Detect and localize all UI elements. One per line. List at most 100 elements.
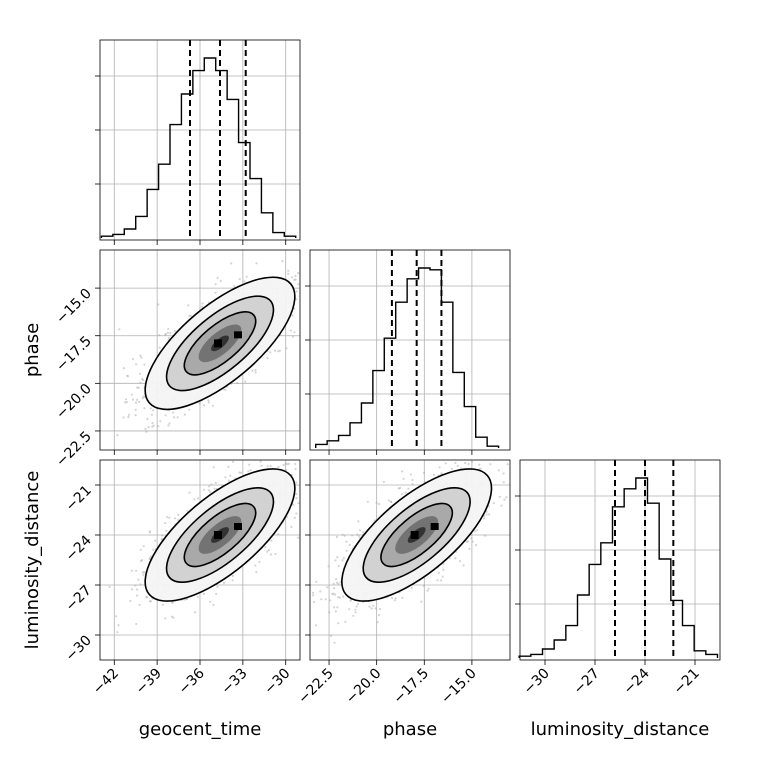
scatter-point (230, 262, 233, 265)
scatter-point (152, 548, 155, 551)
scatter-point (202, 404, 206, 407)
scatter-point (145, 596, 148, 599)
density-contour-line (341, 468, 493, 602)
density-contour-line (144, 276, 296, 411)
scatter-point (139, 354, 142, 357)
scatter-point (142, 573, 145, 576)
scatter-point (485, 513, 488, 516)
scatter-point (158, 334, 161, 337)
scatter-point (174, 517, 177, 520)
scatter-point (134, 401, 138, 404)
scatter-point (254, 564, 257, 567)
density-contour-line (165, 295, 275, 392)
scatter-point (266, 357, 269, 360)
scatter-point (334, 593, 337, 596)
scatter-point (167, 336, 170, 339)
scatter-point (492, 502, 495, 505)
scatter-point (189, 314, 192, 317)
scatter-point (219, 279, 222, 283)
scatter-point (270, 539, 273, 542)
scatter-point (135, 622, 138, 626)
scatter-point (337, 596, 340, 599)
density-contour-line (165, 487, 275, 583)
scatter-point (502, 472, 505, 475)
scatter-point (164, 617, 167, 620)
scatter-point (372, 604, 375, 607)
scatter-point (232, 460, 235, 463)
scatter-point (165, 529, 168, 532)
scatter-point (344, 620, 347, 623)
scatter-point (354, 608, 357, 611)
density-peak (214, 531, 222, 539)
scatter-point (259, 460, 262, 463)
scatter-point (214, 291, 217, 294)
density-contour-line (144, 468, 296, 602)
scatter-point (438, 466, 441, 469)
scatter-point (471, 460, 474, 463)
scatter-point (129, 599, 132, 602)
scatter-point (158, 346, 161, 349)
scatter-point (117, 624, 120, 627)
scatter-point (196, 595, 199, 598)
x-axis-label-phase: phase (383, 719, 437, 740)
scatter-point (151, 421, 154, 425)
scatter-point (183, 413, 186, 416)
scatter-point (502, 481, 505, 484)
scatter-point (130, 569, 133, 572)
scatter-point (436, 579, 439, 582)
scatter-point (134, 408, 137, 411)
scatter-point (202, 592, 206, 595)
scatter-point (489, 463, 492, 466)
scatter-point (149, 556, 152, 559)
scatter-point (294, 467, 297, 470)
scatter-point (238, 278, 241, 281)
density-contour-line (380, 502, 454, 568)
scatter-point (157, 425, 160, 428)
scatter-point (411, 478, 414, 482)
scatter-point (136, 398, 139, 401)
x-axis-label-geocent-time: geocent_time (139, 719, 262, 740)
scatter-point (157, 303, 160, 306)
scatter-point (212, 603, 215, 606)
scatter-point (177, 518, 180, 521)
scatter-point (351, 534, 354, 537)
scatter-point (295, 512, 298, 515)
scatter-point (239, 471, 243, 474)
scatter-point (164, 521, 167, 525)
scatter-point (295, 497, 298, 500)
scatter-point (404, 491, 407, 494)
scatter-point (337, 565, 340, 568)
density-peak (234, 523, 242, 530)
scatter-point (278, 349, 281, 352)
scatter-point (437, 571, 440, 574)
scatter-point (370, 607, 373, 610)
scatter-point (357, 534, 360, 537)
scatter-point (427, 587, 430, 590)
scatter-point (140, 356, 143, 359)
scatter-point (207, 489, 210, 492)
scatter-point (377, 614, 381, 617)
scatter-point (211, 404, 214, 407)
density-contour-line (183, 311, 257, 376)
scatter-point (282, 463, 285, 467)
scatter-point (484, 534, 487, 537)
scatter-point (335, 577, 338, 581)
scatter-point (227, 479, 230, 482)
scatter-point (357, 520, 360, 523)
scatter-point (141, 377, 144, 380)
scatter-point (332, 592, 335, 595)
panel-histogram-geocent-time (95, 39, 301, 245)
scatter-point (224, 388, 227, 391)
scatter-point (136, 386, 139, 389)
scatter-point (145, 430, 148, 433)
scatter-point (289, 329, 292, 332)
scatter-point (210, 483, 213, 486)
scatter-point (148, 531, 151, 534)
scatter-point (222, 581, 226, 585)
scatter-point (118, 328, 121, 331)
scatter-point (273, 349, 277, 352)
scatter-point (378, 607, 382, 611)
scatter-point (251, 369, 254, 372)
scatter-point (207, 399, 210, 402)
